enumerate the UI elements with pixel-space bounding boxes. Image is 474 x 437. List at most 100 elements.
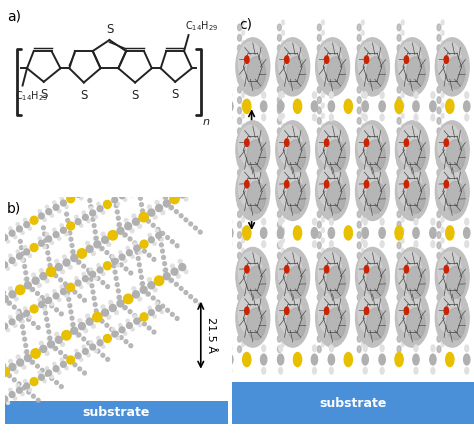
Circle shape: [133, 242, 137, 245]
Circle shape: [163, 262, 166, 266]
Circle shape: [82, 211, 85, 214]
Circle shape: [63, 255, 66, 259]
Circle shape: [431, 114, 435, 121]
Circle shape: [59, 278, 63, 282]
Circle shape: [116, 336, 119, 340]
Circle shape: [366, 140, 385, 172]
Circle shape: [261, 101, 267, 112]
Circle shape: [397, 263, 401, 270]
Circle shape: [242, 51, 245, 56]
Circle shape: [16, 222, 19, 226]
Circle shape: [318, 128, 321, 135]
Circle shape: [277, 66, 282, 72]
Circle shape: [277, 35, 282, 41]
Circle shape: [444, 139, 448, 146]
Circle shape: [127, 188, 132, 194]
Circle shape: [54, 347, 58, 350]
Circle shape: [101, 281, 105, 284]
Circle shape: [236, 163, 270, 220]
Circle shape: [53, 362, 56, 366]
Circle shape: [37, 283, 41, 287]
Circle shape: [329, 345, 333, 352]
Circle shape: [97, 340, 103, 346]
Circle shape: [137, 184, 140, 188]
Circle shape: [139, 275, 143, 279]
Circle shape: [73, 329, 76, 333]
Circle shape: [141, 209, 145, 213]
Circle shape: [431, 241, 435, 247]
Circle shape: [465, 92, 469, 98]
Circle shape: [397, 273, 401, 280]
Circle shape: [73, 290, 77, 294]
Circle shape: [28, 227, 31, 230]
Circle shape: [75, 188, 78, 191]
Circle shape: [277, 232, 282, 238]
Circle shape: [357, 346, 361, 353]
Circle shape: [96, 349, 100, 353]
Circle shape: [282, 93, 284, 97]
Circle shape: [118, 295, 121, 299]
Circle shape: [119, 162, 122, 165]
Circle shape: [441, 321, 444, 326]
Circle shape: [171, 240, 174, 243]
Circle shape: [237, 66, 241, 72]
Circle shape: [401, 311, 404, 316]
Circle shape: [30, 361, 34, 364]
Circle shape: [30, 243, 38, 252]
Circle shape: [321, 228, 324, 232]
Circle shape: [318, 24, 321, 31]
Circle shape: [395, 247, 429, 305]
Circle shape: [238, 42, 262, 83]
Circle shape: [357, 232, 361, 238]
Circle shape: [401, 124, 404, 129]
Circle shape: [46, 236, 52, 242]
Circle shape: [282, 113, 284, 118]
Circle shape: [277, 87, 282, 93]
Circle shape: [118, 229, 122, 232]
Circle shape: [357, 304, 361, 311]
Circle shape: [198, 230, 202, 234]
Bar: [232, 382, 474, 424]
Circle shape: [140, 282, 144, 286]
Circle shape: [82, 272, 85, 276]
Circle shape: [366, 57, 385, 89]
Circle shape: [438, 42, 462, 83]
Circle shape: [54, 274, 58, 277]
Circle shape: [53, 205, 59, 210]
Circle shape: [65, 294, 68, 297]
Circle shape: [356, 121, 390, 179]
Circle shape: [397, 201, 401, 207]
Circle shape: [174, 282, 178, 286]
Circle shape: [9, 364, 16, 371]
Circle shape: [60, 197, 64, 200]
Circle shape: [245, 307, 249, 315]
Circle shape: [321, 124, 324, 129]
Circle shape: [237, 263, 241, 270]
Text: S: S: [172, 88, 179, 101]
Circle shape: [276, 163, 310, 220]
Circle shape: [47, 337, 51, 341]
Circle shape: [237, 201, 241, 207]
Circle shape: [357, 180, 361, 187]
Circle shape: [277, 24, 282, 31]
Circle shape: [82, 184, 85, 187]
Circle shape: [75, 218, 81, 225]
Circle shape: [277, 354, 284, 365]
Circle shape: [284, 266, 289, 273]
Circle shape: [321, 113, 324, 118]
Circle shape: [356, 38, 390, 96]
Circle shape: [464, 228, 470, 238]
Circle shape: [401, 176, 404, 180]
Circle shape: [277, 242, 282, 249]
Circle shape: [77, 249, 87, 258]
Circle shape: [276, 247, 310, 305]
Circle shape: [2, 396, 8, 402]
Circle shape: [159, 170, 163, 174]
Circle shape: [321, 217, 324, 222]
Circle shape: [97, 267, 103, 273]
Circle shape: [401, 82, 404, 87]
Circle shape: [361, 311, 364, 316]
Circle shape: [357, 149, 361, 155]
Circle shape: [160, 310, 164, 314]
Circle shape: [131, 194, 134, 197]
